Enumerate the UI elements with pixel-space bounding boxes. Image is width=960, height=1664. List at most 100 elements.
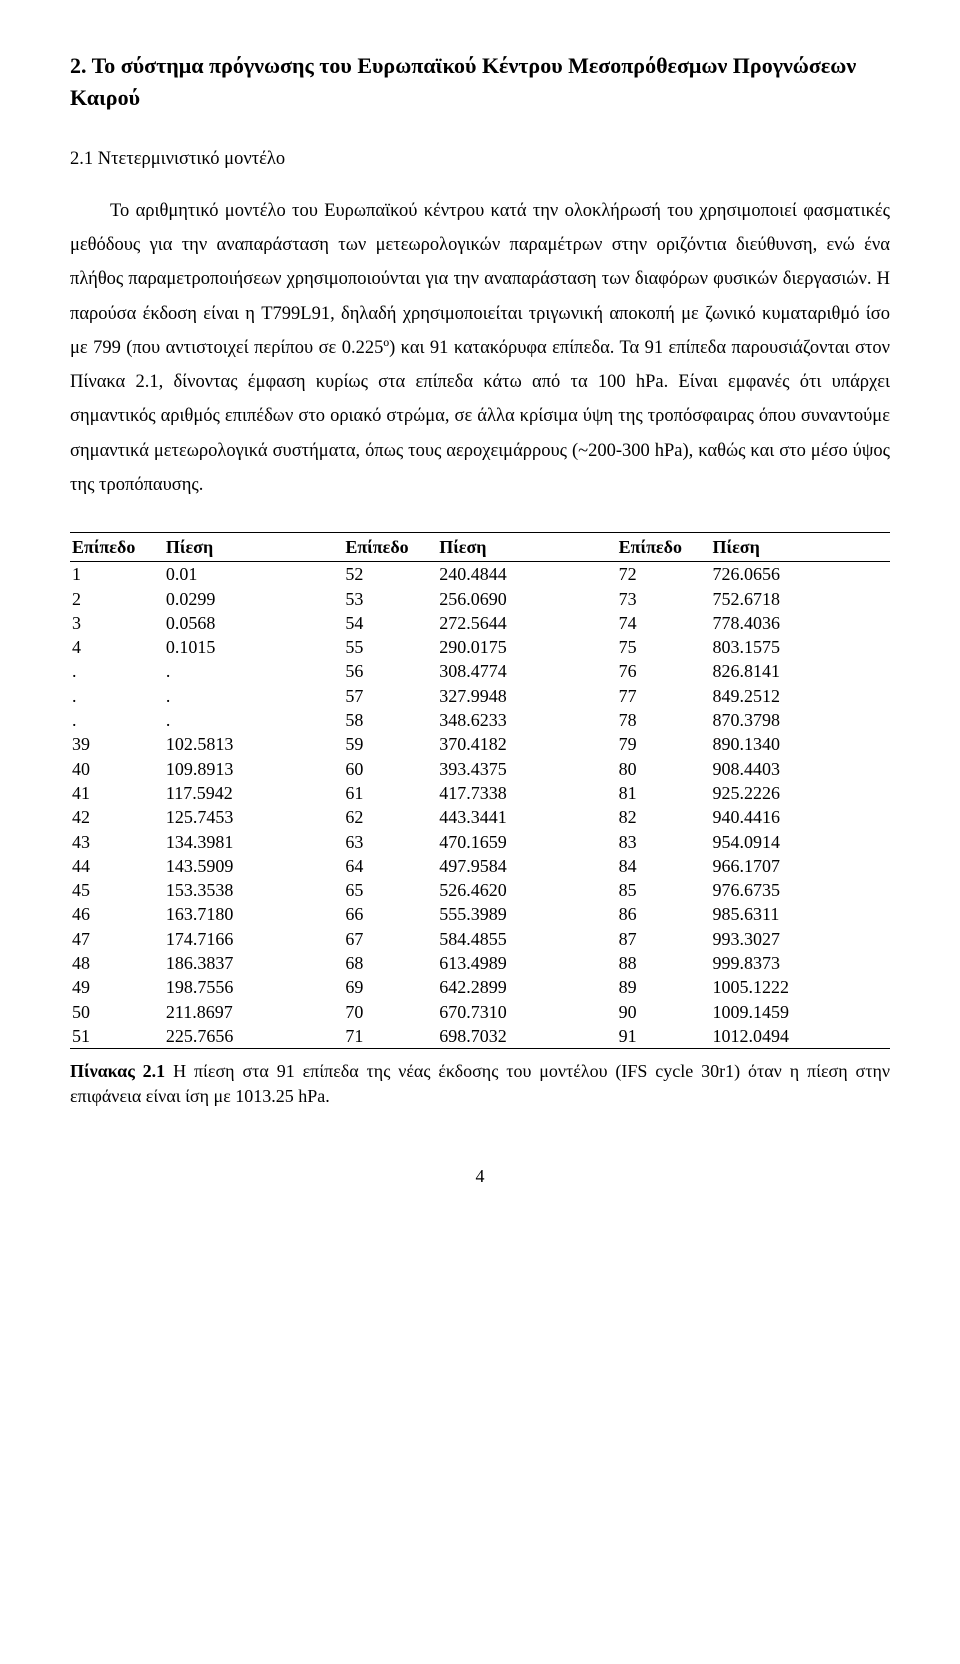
table-cell: 75 — [617, 635, 711, 659]
table-cell: 45 — [70, 878, 164, 902]
table-row: 30.056854272.564474778.4036 — [70, 611, 890, 635]
table-cell: 84 — [617, 854, 711, 878]
table-cell: 976.6735 — [711, 878, 890, 902]
table-row: 40109.891360393.437580908.4403 — [70, 757, 890, 781]
table-cell: 52 — [343, 562, 437, 587]
table-cell: 83 — [617, 830, 711, 854]
table-cell: 69 — [343, 975, 437, 999]
table-cell: 0.0568 — [164, 611, 343, 635]
table-cell: 54 — [343, 611, 437, 635]
table-cell: 46 — [70, 902, 164, 926]
table-cell: 72 — [617, 562, 711, 587]
table-row: 48186.383768613.498988999.8373 — [70, 951, 890, 975]
caption-text: Η πίεση στα 91 επίπεδα της νέας έκδοσης … — [70, 1061, 890, 1106]
table-cell: . — [164, 659, 343, 683]
table-cell: 81 — [617, 781, 711, 805]
subsection-title: 2.1 Ντετερμινιστικό μοντέλο — [70, 142, 890, 176]
table-cell: 1 — [70, 562, 164, 587]
col-header: Πίεση — [711, 532, 890, 561]
table-cell: 62 — [343, 805, 437, 829]
caption-label: Πίνακας 2.1 — [70, 1061, 165, 1081]
table-cell: 698.7032 — [437, 1024, 616, 1049]
table-cell: 44 — [70, 854, 164, 878]
table-cell: 393.4375 — [437, 757, 616, 781]
table-cell: 53 — [343, 587, 437, 611]
table-cell: 308.4774 — [437, 659, 616, 683]
table-row: 49198.755669642.2899891005.1222 — [70, 975, 890, 999]
table-cell: 71 — [343, 1024, 437, 1049]
table-cell: 143.5909 — [164, 854, 343, 878]
section-title: 2. Το σύστημα πρόγνωσης του Ευρωπαϊκού Κ… — [70, 50, 890, 114]
table-cell: 51 — [70, 1024, 164, 1049]
table-cell: 79 — [617, 732, 711, 756]
table-header-row: Επίπεδο Πίεση Επίπεδο Πίεση Επίπεδο Πίεσ… — [70, 532, 890, 561]
table-cell: 48 — [70, 951, 164, 975]
table-row: 20.029953256.069073752.6718 — [70, 587, 890, 611]
table-cell: 778.4036 — [711, 611, 890, 635]
table-cell: 55 — [343, 635, 437, 659]
col-header: Επίπεδο — [70, 532, 164, 561]
table-cell: 186.3837 — [164, 951, 343, 975]
table-cell: 59 — [343, 732, 437, 756]
table-cell: 0.01 — [164, 562, 343, 587]
table-row: 42125.745362443.344182940.4416 — [70, 805, 890, 829]
table-cell: 89 — [617, 975, 711, 999]
table-row: 47174.716667584.485587993.3027 — [70, 927, 890, 951]
table-row: 50211.869770670.7310901009.1459 — [70, 1000, 890, 1024]
table-cell: 39 — [70, 732, 164, 756]
table-cell: 41 — [70, 781, 164, 805]
table-cell: 642.2899 — [437, 975, 616, 999]
table-cell: . — [70, 708, 164, 732]
table-cell: 348.6233 — [437, 708, 616, 732]
table-cell: 66 — [343, 902, 437, 926]
table-cell: 88 — [617, 951, 711, 975]
table-cell: 370.4182 — [437, 732, 616, 756]
table-row: ..57327.994877849.2512 — [70, 684, 890, 708]
table-row: 10.0152240.484472726.0656 — [70, 562, 890, 587]
table-cell: 67 — [343, 927, 437, 951]
table-cell: 77 — [617, 684, 711, 708]
table-cell: 3 — [70, 611, 164, 635]
table-cell: 87 — [617, 927, 711, 951]
table-cell: 752.6718 — [711, 587, 890, 611]
table-cell: 117.5942 — [164, 781, 343, 805]
table-cell: 417.7338 — [437, 781, 616, 805]
table-cell: 1012.0494 — [711, 1024, 890, 1049]
table-cell: 240.4844 — [437, 562, 616, 587]
table-cell: 61 — [343, 781, 437, 805]
table-cell: 42 — [70, 805, 164, 829]
table-cell: 0.1015 — [164, 635, 343, 659]
table-cell: 497.9584 — [437, 854, 616, 878]
page-number: 4 — [70, 1160, 890, 1193]
table-row: 46163.718066555.398986985.6311 — [70, 902, 890, 926]
table-cell: 954.0914 — [711, 830, 890, 854]
table-row: 39102.581359370.418279890.1340 — [70, 732, 890, 756]
table-cell: . — [70, 684, 164, 708]
col-header: Πίεση — [164, 532, 343, 561]
table-cell: 68 — [343, 951, 437, 975]
table-cell: 2 — [70, 587, 164, 611]
table-cell: 849.2512 — [711, 684, 890, 708]
table-cell: 290.0175 — [437, 635, 616, 659]
table-cell: 153.3538 — [164, 878, 343, 902]
col-header: Πίεση — [437, 532, 616, 561]
table-cell: 74 — [617, 611, 711, 635]
table-cell: 43 — [70, 830, 164, 854]
table-cell: 63 — [343, 830, 437, 854]
table-cell: 163.7180 — [164, 902, 343, 926]
table-cell: 64 — [343, 854, 437, 878]
table-cell: 526.4620 — [437, 878, 616, 902]
table-body: 10.0152240.484472726.065620.029953256.06… — [70, 562, 890, 1049]
table-cell: . — [70, 659, 164, 683]
table-cell: 890.1340 — [711, 732, 890, 756]
table-cell: 993.3027 — [711, 927, 890, 951]
table-cell: 60 — [343, 757, 437, 781]
table-row: 41117.594261417.733881925.2226 — [70, 781, 890, 805]
table-cell: 870.3798 — [711, 708, 890, 732]
table-caption: Πίνακας 2.1 Η πίεση στα 91 επίπεδα της ν… — [70, 1059, 890, 1109]
table-cell: 198.7556 — [164, 975, 343, 999]
table-cell: 57 — [343, 684, 437, 708]
table-row: ..56308.477476826.8141 — [70, 659, 890, 683]
table-cell: 134.3981 — [164, 830, 343, 854]
col-header: Επίπεδο — [343, 532, 437, 561]
